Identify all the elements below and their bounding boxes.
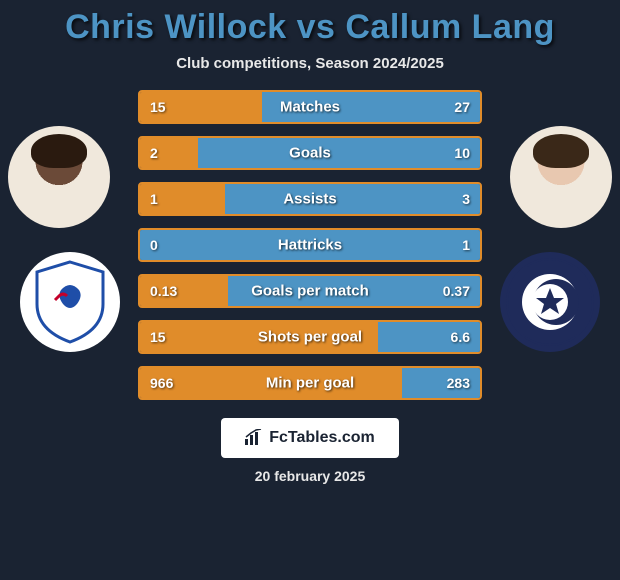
stat-label: Shots per goal bbox=[258, 329, 362, 346]
stat-label: Matches bbox=[280, 99, 340, 116]
stat-label: Goals bbox=[289, 145, 331, 162]
club-crest-left bbox=[20, 252, 120, 352]
stat-row: 1 3 Assists bbox=[138, 182, 482, 216]
stat-label: Assists bbox=[283, 191, 336, 208]
stat-row: 966 283 Min per goal bbox=[138, 366, 482, 400]
subtitle: Club competitions, Season 2024/2025 bbox=[0, 55, 620, 72]
value-left: 15 bbox=[150, 99, 166, 115]
stat-row: 15 6.6 Shots per goal bbox=[138, 320, 482, 354]
bar-left bbox=[140, 138, 198, 168]
player-left-avatar bbox=[8, 126, 110, 228]
value-left: 2 bbox=[150, 145, 158, 161]
value-left: 966 bbox=[150, 375, 173, 391]
stat-row: 0.13 0.37 Goals per match bbox=[138, 274, 482, 308]
source-logo: FcTables.com bbox=[221, 418, 399, 458]
page-title: Chris Willock vs Callum Lang bbox=[0, 8, 620, 47]
value-right: 6.6 bbox=[451, 329, 470, 345]
stat-row: 0 1 Hattricks bbox=[138, 228, 482, 262]
value-right: 0.37 bbox=[443, 283, 470, 299]
logo-text: FcTables.com bbox=[269, 429, 375, 447]
value-right: 1 bbox=[462, 237, 470, 253]
stat-label: Goals per match bbox=[251, 283, 369, 300]
stat-label: Hattricks bbox=[278, 237, 342, 254]
chart-icon bbox=[245, 429, 263, 448]
stat-row: 15 27 Matches bbox=[138, 90, 482, 124]
value-right: 283 bbox=[447, 375, 470, 391]
player-right-avatar bbox=[510, 126, 612, 228]
stat-row: 2 10 Goals bbox=[138, 136, 482, 170]
stat-label: Min per goal bbox=[266, 375, 354, 392]
value-right: 27 bbox=[454, 99, 470, 115]
date-text: 20 february 2025 bbox=[0, 468, 620, 484]
value-left: 0 bbox=[150, 237, 158, 253]
value-right: 10 bbox=[454, 145, 470, 161]
stats-bars: 1527Matches210Goals13Assists01Hattricks0… bbox=[138, 90, 482, 400]
comparison-infographic: Chris Willock vs Callum Lang Club compet… bbox=[0, 0, 620, 580]
shield-icon bbox=[33, 260, 107, 344]
bar-right bbox=[225, 184, 480, 214]
value-left: 15 bbox=[150, 329, 166, 345]
bar-right bbox=[198, 138, 480, 168]
value-left: 1 bbox=[150, 191, 158, 207]
value-right: 3 bbox=[462, 191, 470, 207]
star-crescent-icon bbox=[506, 258, 594, 346]
club-crest-right bbox=[500, 252, 600, 352]
value-left: 0.13 bbox=[150, 283, 177, 299]
